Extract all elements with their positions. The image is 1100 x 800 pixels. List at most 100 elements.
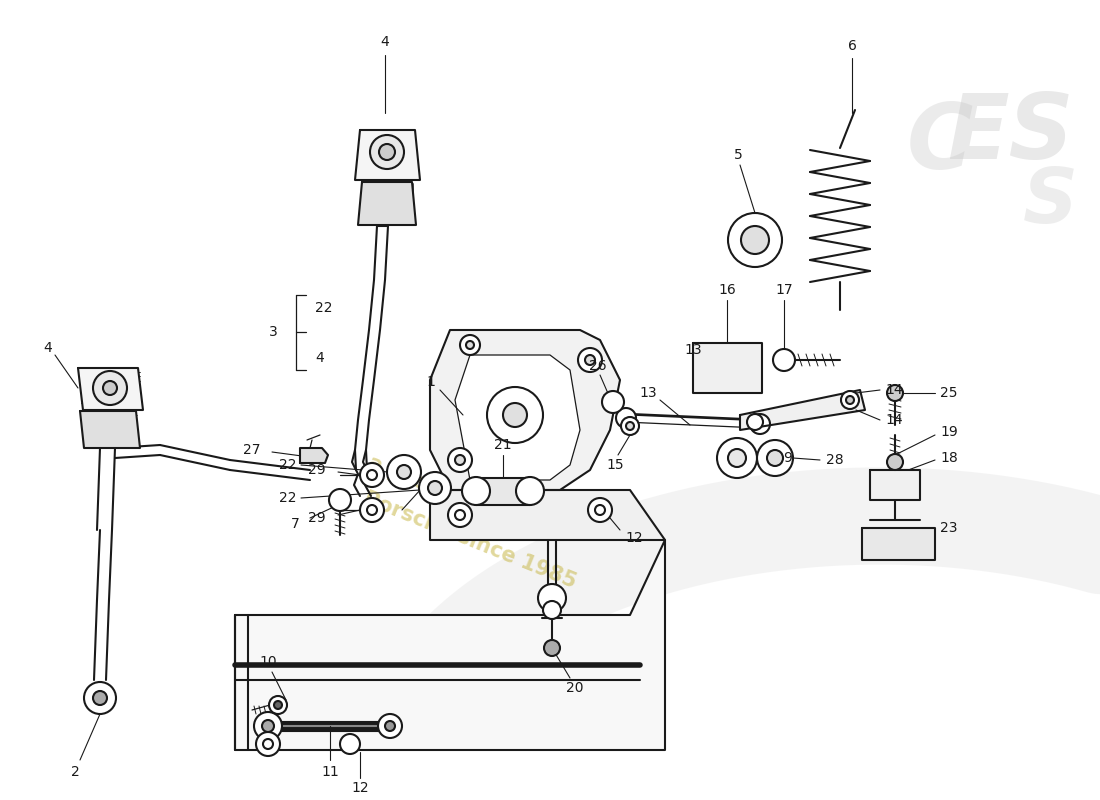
Circle shape (621, 417, 639, 435)
Text: 13: 13 (639, 386, 657, 400)
Circle shape (538, 584, 566, 612)
Circle shape (757, 440, 793, 476)
Circle shape (360, 498, 384, 522)
Text: 23: 23 (940, 521, 957, 535)
Circle shape (578, 348, 602, 372)
Text: 5: 5 (734, 148, 742, 162)
Text: S: S (1023, 165, 1078, 239)
Circle shape (385, 721, 395, 731)
Polygon shape (870, 470, 920, 500)
Text: Porsche since 1985: Porsche since 1985 (361, 488, 580, 592)
Circle shape (254, 712, 282, 740)
Circle shape (448, 448, 472, 472)
Text: 4: 4 (315, 351, 323, 365)
Text: 12: 12 (351, 781, 369, 795)
Text: 6: 6 (848, 39, 857, 53)
Text: 10: 10 (260, 655, 277, 669)
Text: 4: 4 (381, 35, 389, 49)
Polygon shape (740, 390, 865, 430)
Circle shape (595, 505, 605, 515)
Circle shape (262, 720, 274, 732)
Circle shape (455, 455, 465, 465)
Circle shape (503, 403, 527, 427)
Circle shape (626, 422, 634, 430)
Text: 29: 29 (308, 511, 326, 525)
Circle shape (378, 714, 402, 738)
Circle shape (887, 385, 903, 401)
Text: 19: 19 (940, 425, 958, 439)
Text: 15: 15 (606, 458, 624, 472)
Text: 17: 17 (776, 283, 793, 297)
Text: 1: 1 (426, 375, 434, 389)
Polygon shape (300, 448, 328, 463)
Circle shape (842, 391, 859, 409)
Text: 27: 27 (242, 443, 260, 457)
Circle shape (543, 601, 561, 619)
Text: 25: 25 (940, 386, 957, 400)
Polygon shape (693, 343, 762, 393)
Circle shape (846, 396, 854, 404)
Circle shape (728, 213, 782, 267)
Circle shape (428, 481, 442, 495)
Text: 26: 26 (590, 359, 607, 373)
Circle shape (741, 226, 769, 254)
Circle shape (588, 498, 612, 522)
Circle shape (717, 438, 757, 478)
Circle shape (750, 414, 770, 434)
Circle shape (387, 455, 421, 489)
Text: 21: 21 (494, 438, 512, 452)
Polygon shape (80, 411, 140, 448)
Text: 14: 14 (886, 383, 903, 397)
Text: 20: 20 (566, 681, 584, 695)
Circle shape (516, 477, 544, 505)
Polygon shape (358, 182, 416, 225)
Text: 9: 9 (783, 451, 792, 465)
Circle shape (360, 463, 384, 487)
Circle shape (397, 465, 411, 479)
Circle shape (887, 454, 903, 470)
Circle shape (263, 739, 273, 749)
Text: 14: 14 (886, 413, 903, 427)
Circle shape (448, 503, 472, 527)
Polygon shape (430, 490, 666, 540)
Text: ES: ES (947, 90, 1074, 178)
Circle shape (728, 449, 746, 467)
Text: 3: 3 (270, 325, 278, 339)
Circle shape (84, 682, 116, 714)
Text: C: C (906, 100, 974, 188)
Text: 22: 22 (278, 458, 296, 472)
Circle shape (602, 391, 624, 413)
Circle shape (256, 732, 280, 756)
Text: 22: 22 (315, 301, 332, 315)
Polygon shape (455, 355, 580, 480)
Text: 28: 28 (826, 453, 844, 467)
Text: 7: 7 (292, 517, 300, 531)
Text: 16: 16 (718, 283, 736, 297)
Polygon shape (430, 330, 620, 490)
Circle shape (367, 505, 377, 515)
Circle shape (274, 701, 282, 709)
Polygon shape (78, 368, 143, 410)
Circle shape (455, 510, 465, 520)
Polygon shape (476, 478, 530, 505)
Circle shape (747, 414, 763, 430)
Circle shape (544, 640, 560, 656)
Text: 11: 11 (321, 765, 339, 779)
Circle shape (460, 335, 480, 355)
Circle shape (367, 470, 377, 480)
Text: 18: 18 (940, 451, 958, 465)
Circle shape (94, 371, 126, 405)
Circle shape (585, 355, 595, 365)
Text: 12: 12 (625, 531, 642, 545)
Circle shape (616, 408, 636, 428)
Circle shape (379, 144, 395, 160)
Text: 2: 2 (70, 765, 79, 779)
Circle shape (329, 489, 351, 511)
Circle shape (773, 349, 795, 371)
Circle shape (487, 387, 543, 443)
Text: 13: 13 (684, 343, 702, 357)
Text: a passion for: a passion for (365, 452, 515, 528)
Circle shape (340, 734, 360, 754)
Text: 4: 4 (44, 341, 53, 355)
Text: 29: 29 (308, 463, 326, 477)
